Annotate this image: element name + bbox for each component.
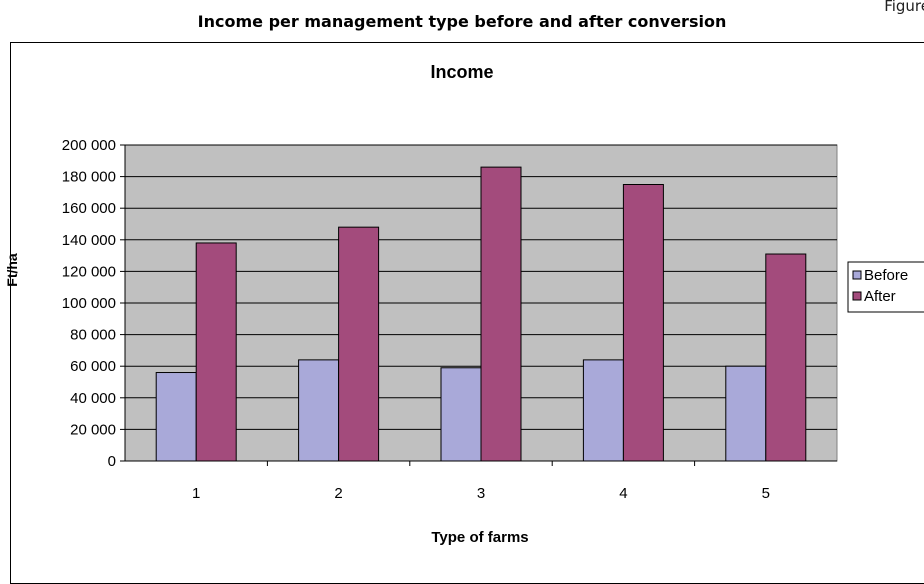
y-axis-label: Ft/ha	[4, 253, 20, 287]
bar-after-5	[765, 253, 807, 462]
x-tick-label: 4	[619, 485, 627, 502]
y-tick-label: 40 000	[70, 390, 116, 407]
legend: Before After	[847, 261, 924, 313]
x-axis-label: Type of farms	[431, 529, 528, 546]
bars	[155, 166, 807, 462]
y-tick-label: 140 000	[62, 232, 116, 249]
y-tick-label: 180 000	[62, 169, 116, 186]
bar-after-2	[338, 226, 380, 462]
income-bar-chart: Income 0 20 000 40 000 60 000 80 000 100 000 1…	[4, 62, 924, 546]
y-tick-label: 80 000	[70, 327, 116, 344]
x-tick-label: 1	[192, 485, 200, 502]
figure-corner-label: Figure	[884, 0, 924, 15]
y-tick-label: 0	[108, 453, 116, 470]
figure-caption: Income per management type before and af…	[197, 12, 727, 31]
x-tick-label: 2	[334, 485, 342, 502]
y-tick-label: 160 000	[62, 200, 116, 217]
bar-after-3	[480, 166, 522, 462]
y-tick-label: 100 000	[62, 295, 116, 312]
y-tick-label: 60 000	[70, 358, 116, 375]
x-tick-label: 5	[762, 485, 770, 502]
bar-before-1	[155, 372, 197, 462]
y-tick-label: 120 000	[62, 263, 116, 280]
y-tick-label: 200 000	[62, 137, 116, 154]
axes: 0 20 000 40 000 60 000 80 000 100 000 120 000 1…	[62, 137, 837, 502]
bar-before-3	[440, 367, 482, 462]
bar-before-4	[582, 359, 624, 462]
legend-swatch-after	[852, 291, 862, 301]
x-tick-label: 3	[477, 485, 485, 502]
legend-box	[847, 261, 924, 313]
legend-label-before: Before	[864, 267, 908, 284]
bar-after-1	[195, 242, 237, 462]
y-tick-label: 20 000	[70, 421, 116, 438]
legend-label-after: After	[864, 288, 896, 305]
bar-before-5	[725, 365, 767, 462]
bar-after-4	[622, 184, 664, 462]
legend-swatch-before	[852, 270, 862, 280]
chart-title: Income	[430, 62, 493, 82]
bar-before-2	[298, 359, 340, 462]
